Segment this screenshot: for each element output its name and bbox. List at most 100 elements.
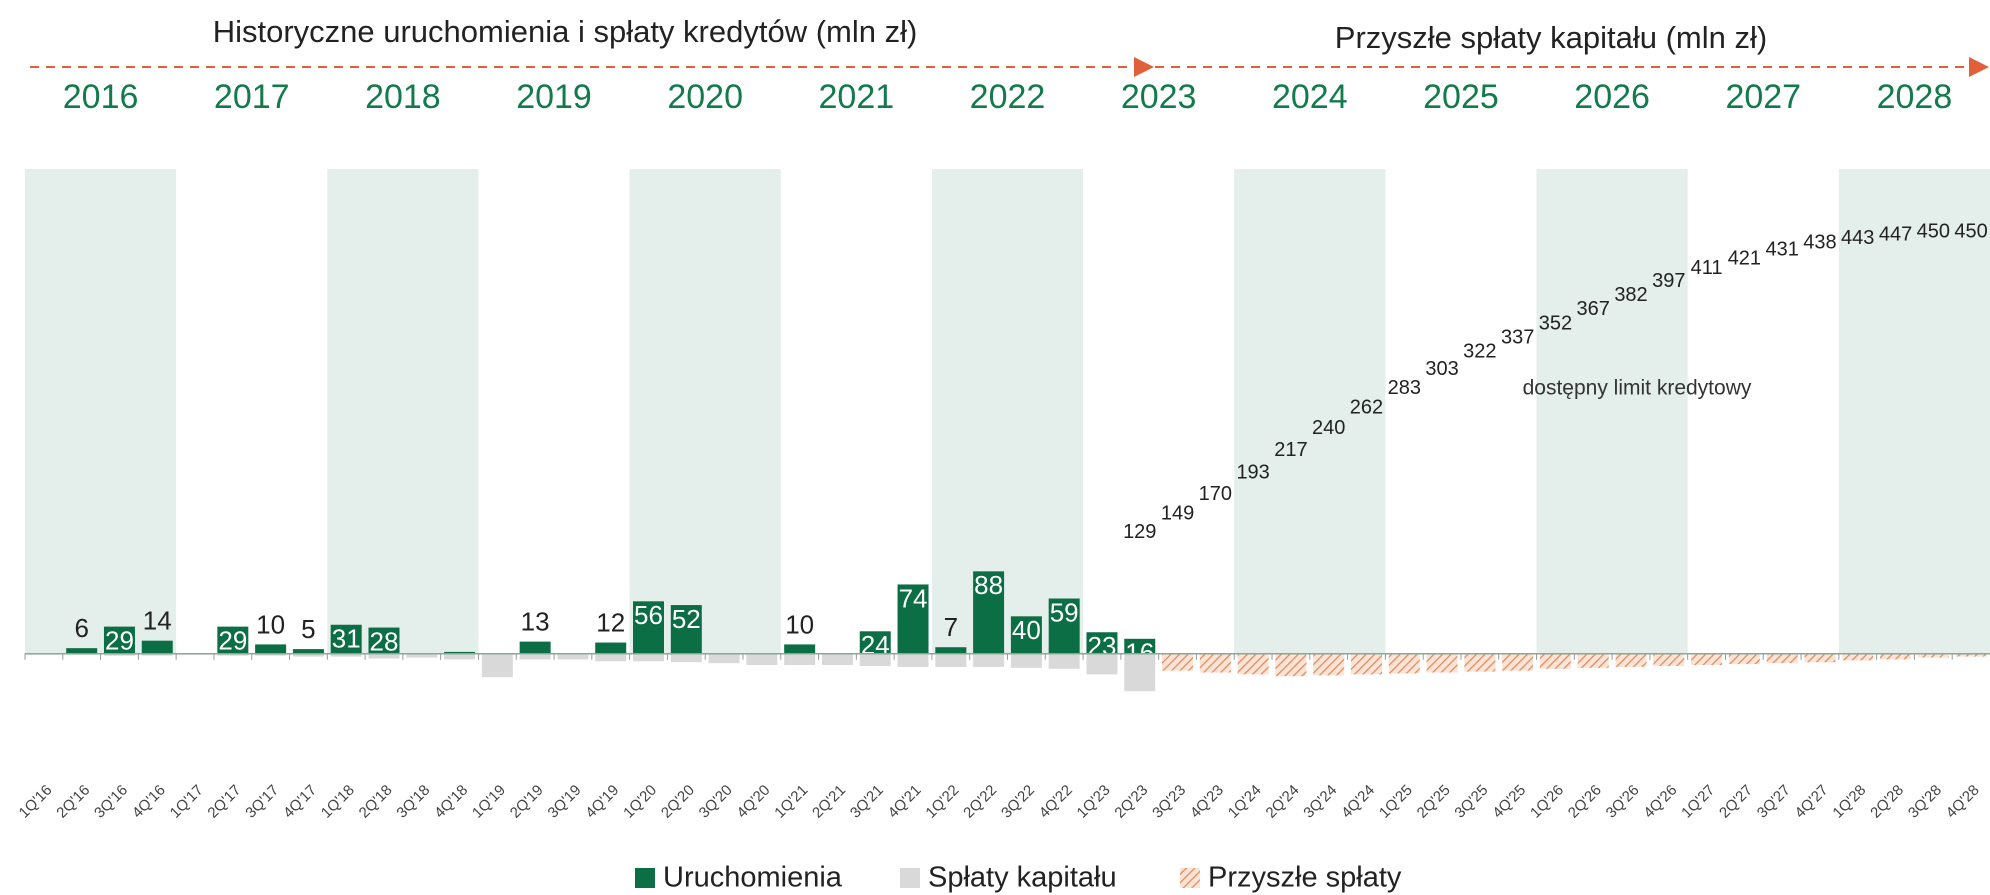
- x-tick-label: 2Q'24: [1263, 782, 1303, 822]
- year-label: 2023: [1121, 78, 1197, 116]
- bar: [444, 651, 476, 654]
- bar: [1766, 653, 1798, 664]
- bar: [1880, 653, 1912, 660]
- bar: [935, 647, 967, 654]
- data-label: 52: [672, 604, 701, 634]
- bar: [330, 624, 362, 654]
- chart-subtitle: Przyszłe spłaty kapitału (mln zł): [1335, 20, 1767, 55]
- legend-swatch: [900, 868, 920, 888]
- x-tick-label: 4Q'25: [1489, 782, 1529, 822]
- limit-annotation: dostępny limit kredytowy: [1523, 377, 1752, 400]
- limit-value: 322: [1463, 340, 1496, 362]
- year-label: 2027: [1725, 78, 1801, 116]
- bar: [670, 653, 702, 663]
- bar: [973, 653, 1005, 667]
- year-band: [1234, 169, 1386, 654]
- x-tick-label: 2Q'22: [960, 782, 1000, 822]
- x-tick-label: 2Q'25: [1414, 782, 1454, 822]
- data-label: 10: [256, 609, 285, 639]
- limit-value: 170: [1199, 483, 1232, 505]
- bar: [1010, 616, 1042, 654]
- bar: [1124, 638, 1156, 654]
- bar: [1691, 653, 1723, 666]
- year-label: 2016: [63, 78, 139, 116]
- bar: [821, 653, 853, 666]
- bar: [1010, 653, 1042, 668]
- year-label: 2024: [1272, 78, 1348, 116]
- x-tick-label: 3Q'25: [1451, 782, 1491, 822]
- x-tick-label: 4Q'20: [734, 782, 774, 822]
- bar: [670, 605, 702, 654]
- x-tick-label: 2Q'28: [1867, 782, 1907, 822]
- legend-label: Uruchomienia: [663, 862, 843, 894]
- x-tick-label: 2Q'27: [1716, 782, 1756, 822]
- year-label: 2022: [970, 78, 1046, 116]
- limit-value: 129: [1123, 521, 1156, 543]
- bar: [217, 653, 249, 656]
- x-tick-label: 3Q'18: [393, 782, 433, 822]
- x-tick-label: 1Q'24: [1225, 782, 1265, 822]
- legend-label: Spłaty kapitału: [928, 862, 1117, 894]
- bar: [1464, 653, 1496, 672]
- bar: [141, 640, 173, 654]
- bar: [292, 653, 324, 657]
- x-tick-label: 3Q'23: [1149, 782, 1189, 822]
- year-band: [1838, 169, 1990, 654]
- year-band: [25, 169, 177, 654]
- x-tick-label: 2Q'20: [658, 782, 698, 822]
- data-label: 29: [105, 625, 134, 655]
- x-tick-label: 1Q'23: [1074, 782, 1114, 822]
- bar: [1804, 653, 1836, 663]
- x-tick-label: 3Q'27: [1754, 782, 1794, 822]
- bar: [557, 653, 589, 660]
- year-label: 2017: [214, 78, 290, 116]
- bar: [784, 653, 816, 666]
- x-tick-label: 3Q'22: [998, 782, 1038, 822]
- limit-value: 217: [1274, 439, 1307, 461]
- year-label: 2020: [667, 78, 743, 116]
- limit-value: 443: [1841, 227, 1874, 249]
- x-tick-label: 4Q'17: [280, 782, 320, 822]
- bands: [25, 169, 1990, 654]
- bar: [1842, 653, 1874, 661]
- x-tick-label: 2Q'18: [356, 782, 396, 822]
- x-tick-label: 4Q'28: [1943, 782, 1983, 822]
- data-label: 31: [332, 624, 361, 654]
- bar: [1350, 653, 1382, 675]
- x-tick-label: 3Q'16: [91, 782, 131, 822]
- bar: [1086, 632, 1118, 654]
- bar: [897, 584, 929, 654]
- limit-value: 303: [1425, 358, 1458, 380]
- bar: [595, 642, 627, 654]
- limit-value: 421: [1728, 248, 1761, 270]
- bar: [330, 653, 362, 657]
- bar: [1048, 653, 1080, 669]
- bar: [897, 653, 929, 667]
- bar: [217, 626, 249, 654]
- data-label: 13: [521, 606, 550, 636]
- limit-value: 149: [1161, 502, 1194, 524]
- limit-value: 431: [1765, 238, 1798, 260]
- bar: [519, 653, 551, 660]
- data-label: 40: [1012, 615, 1041, 645]
- year-band: [629, 169, 781, 654]
- limit-value: 450: [1954, 220, 1987, 242]
- x-tick-label: 4Q'21: [885, 782, 925, 822]
- limit-value: 447: [1879, 223, 1912, 245]
- bar: [141, 653, 173, 656]
- bar: [784, 644, 816, 654]
- x-tick-label: 1Q'28: [1829, 782, 1869, 822]
- bar: [406, 653, 438, 658]
- x-tick-label: 1Q'20: [620, 782, 660, 822]
- x-tick-label: 1Q'22: [922, 782, 962, 822]
- chart-title: Historyczne uruchomienia i spłaty kredyt…: [213, 14, 918, 49]
- data-label: 29: [218, 625, 247, 655]
- bar: [1162, 653, 1194, 671]
- x-tick-label: 1Q'18: [318, 782, 358, 822]
- limit-value: 283: [1388, 377, 1421, 399]
- bar: [746, 653, 778, 666]
- legend-swatch: [635, 868, 655, 888]
- data-label: 7: [944, 612, 958, 642]
- legend-label: Przyszłe spłaty: [1208, 862, 1402, 894]
- bar: [1728, 653, 1760, 665]
